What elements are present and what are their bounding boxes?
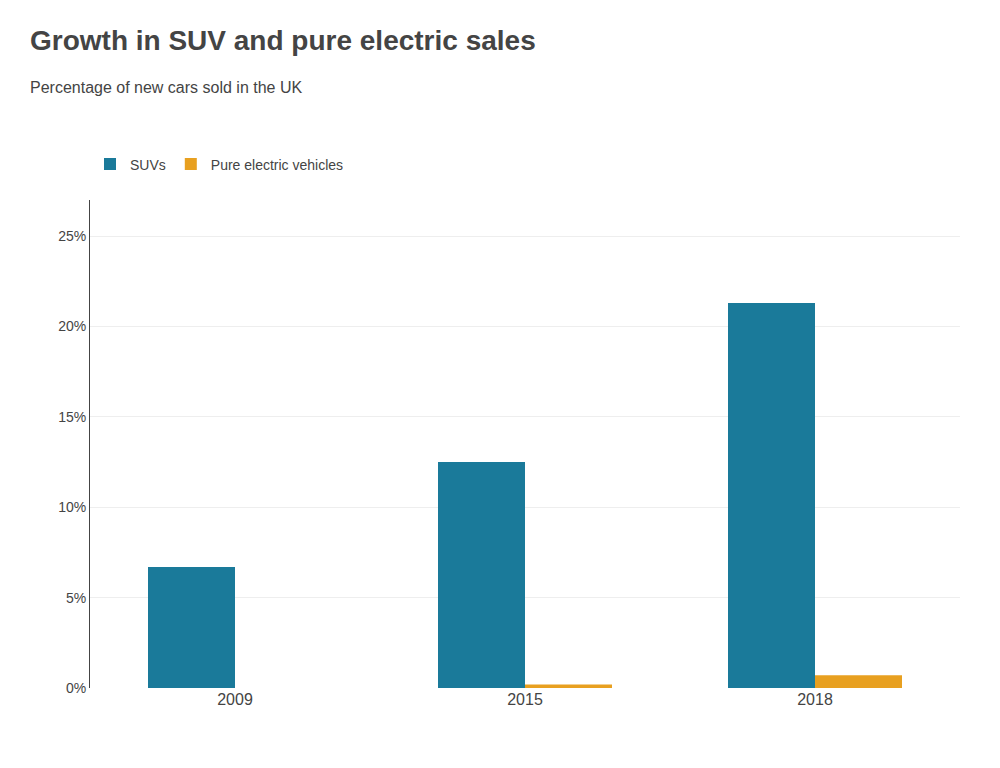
- svg-text:5%: 5%: [66, 590, 86, 606]
- svg-text:15%: 15%: [58, 409, 86, 425]
- svg-text:2009: 2009: [217, 691, 253, 708]
- svg-text:Pure electric vehicles: Pure electric vehicles: [211, 157, 343, 173]
- svg-text:20%: 20%: [58, 318, 86, 334]
- svg-text:2015: 2015: [507, 691, 543, 708]
- svg-text:25%: 25%: [58, 228, 86, 244]
- svg-text:SUVs: SUVs: [130, 157, 166, 173]
- svg-text:0%: 0%: [66, 680, 86, 696]
- svg-text:2018: 2018: [797, 691, 833, 708]
- svg-text:Percentage of new cars sold in: Percentage of new cars sold in the UK: [30, 79, 302, 96]
- svg-text:Growth in SUV and pure electri: Growth in SUV and pure electric sales: [30, 25, 536, 56]
- svg-text:10%: 10%: [58, 499, 86, 515]
